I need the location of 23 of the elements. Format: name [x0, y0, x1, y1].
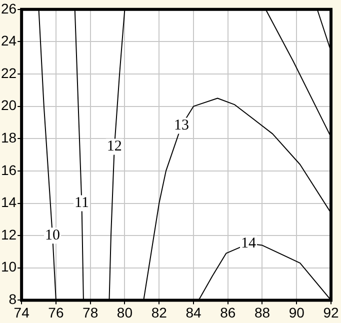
series-label: 11 — [74, 195, 89, 212]
y-tick-label: 20 — [0, 97, 17, 114]
x-tick-label: 84 — [186, 304, 202, 320]
series-label: 14 — [240, 236, 256, 252]
series-label: 12 — [106, 138, 122, 155]
x-tick-label: 82 — [151, 304, 168, 320]
x-tick-label: 86 — [220, 304, 236, 320]
x-tick-label: 76 — [48, 304, 64, 320]
x-tick-label: 88 — [254, 304, 270, 320]
y-tick-label: 18 — [0, 130, 17, 146]
y-tick-label: 26 — [0, 0, 17, 16]
x-tick-label: 90 — [288, 304, 305, 320]
y-tick-label: 16 — [0, 162, 17, 178]
y-tick-label: 14 — [0, 194, 17, 210]
x-tick-label: 92 — [323, 304, 339, 320]
x-tick-label: 78 — [82, 304, 98, 320]
y-tick-label: 10 — [0, 258, 17, 275]
y-tick-label: 12 — [0, 226, 17, 242]
y-tick-label: 24 — [0, 32, 17, 49]
y-tick-label: 22 — [0, 64, 17, 81]
x-tick-label: 80 — [116, 304, 133, 320]
series-label: 13 — [174, 118, 189, 134]
series-label: 10 — [45, 228, 60, 244]
